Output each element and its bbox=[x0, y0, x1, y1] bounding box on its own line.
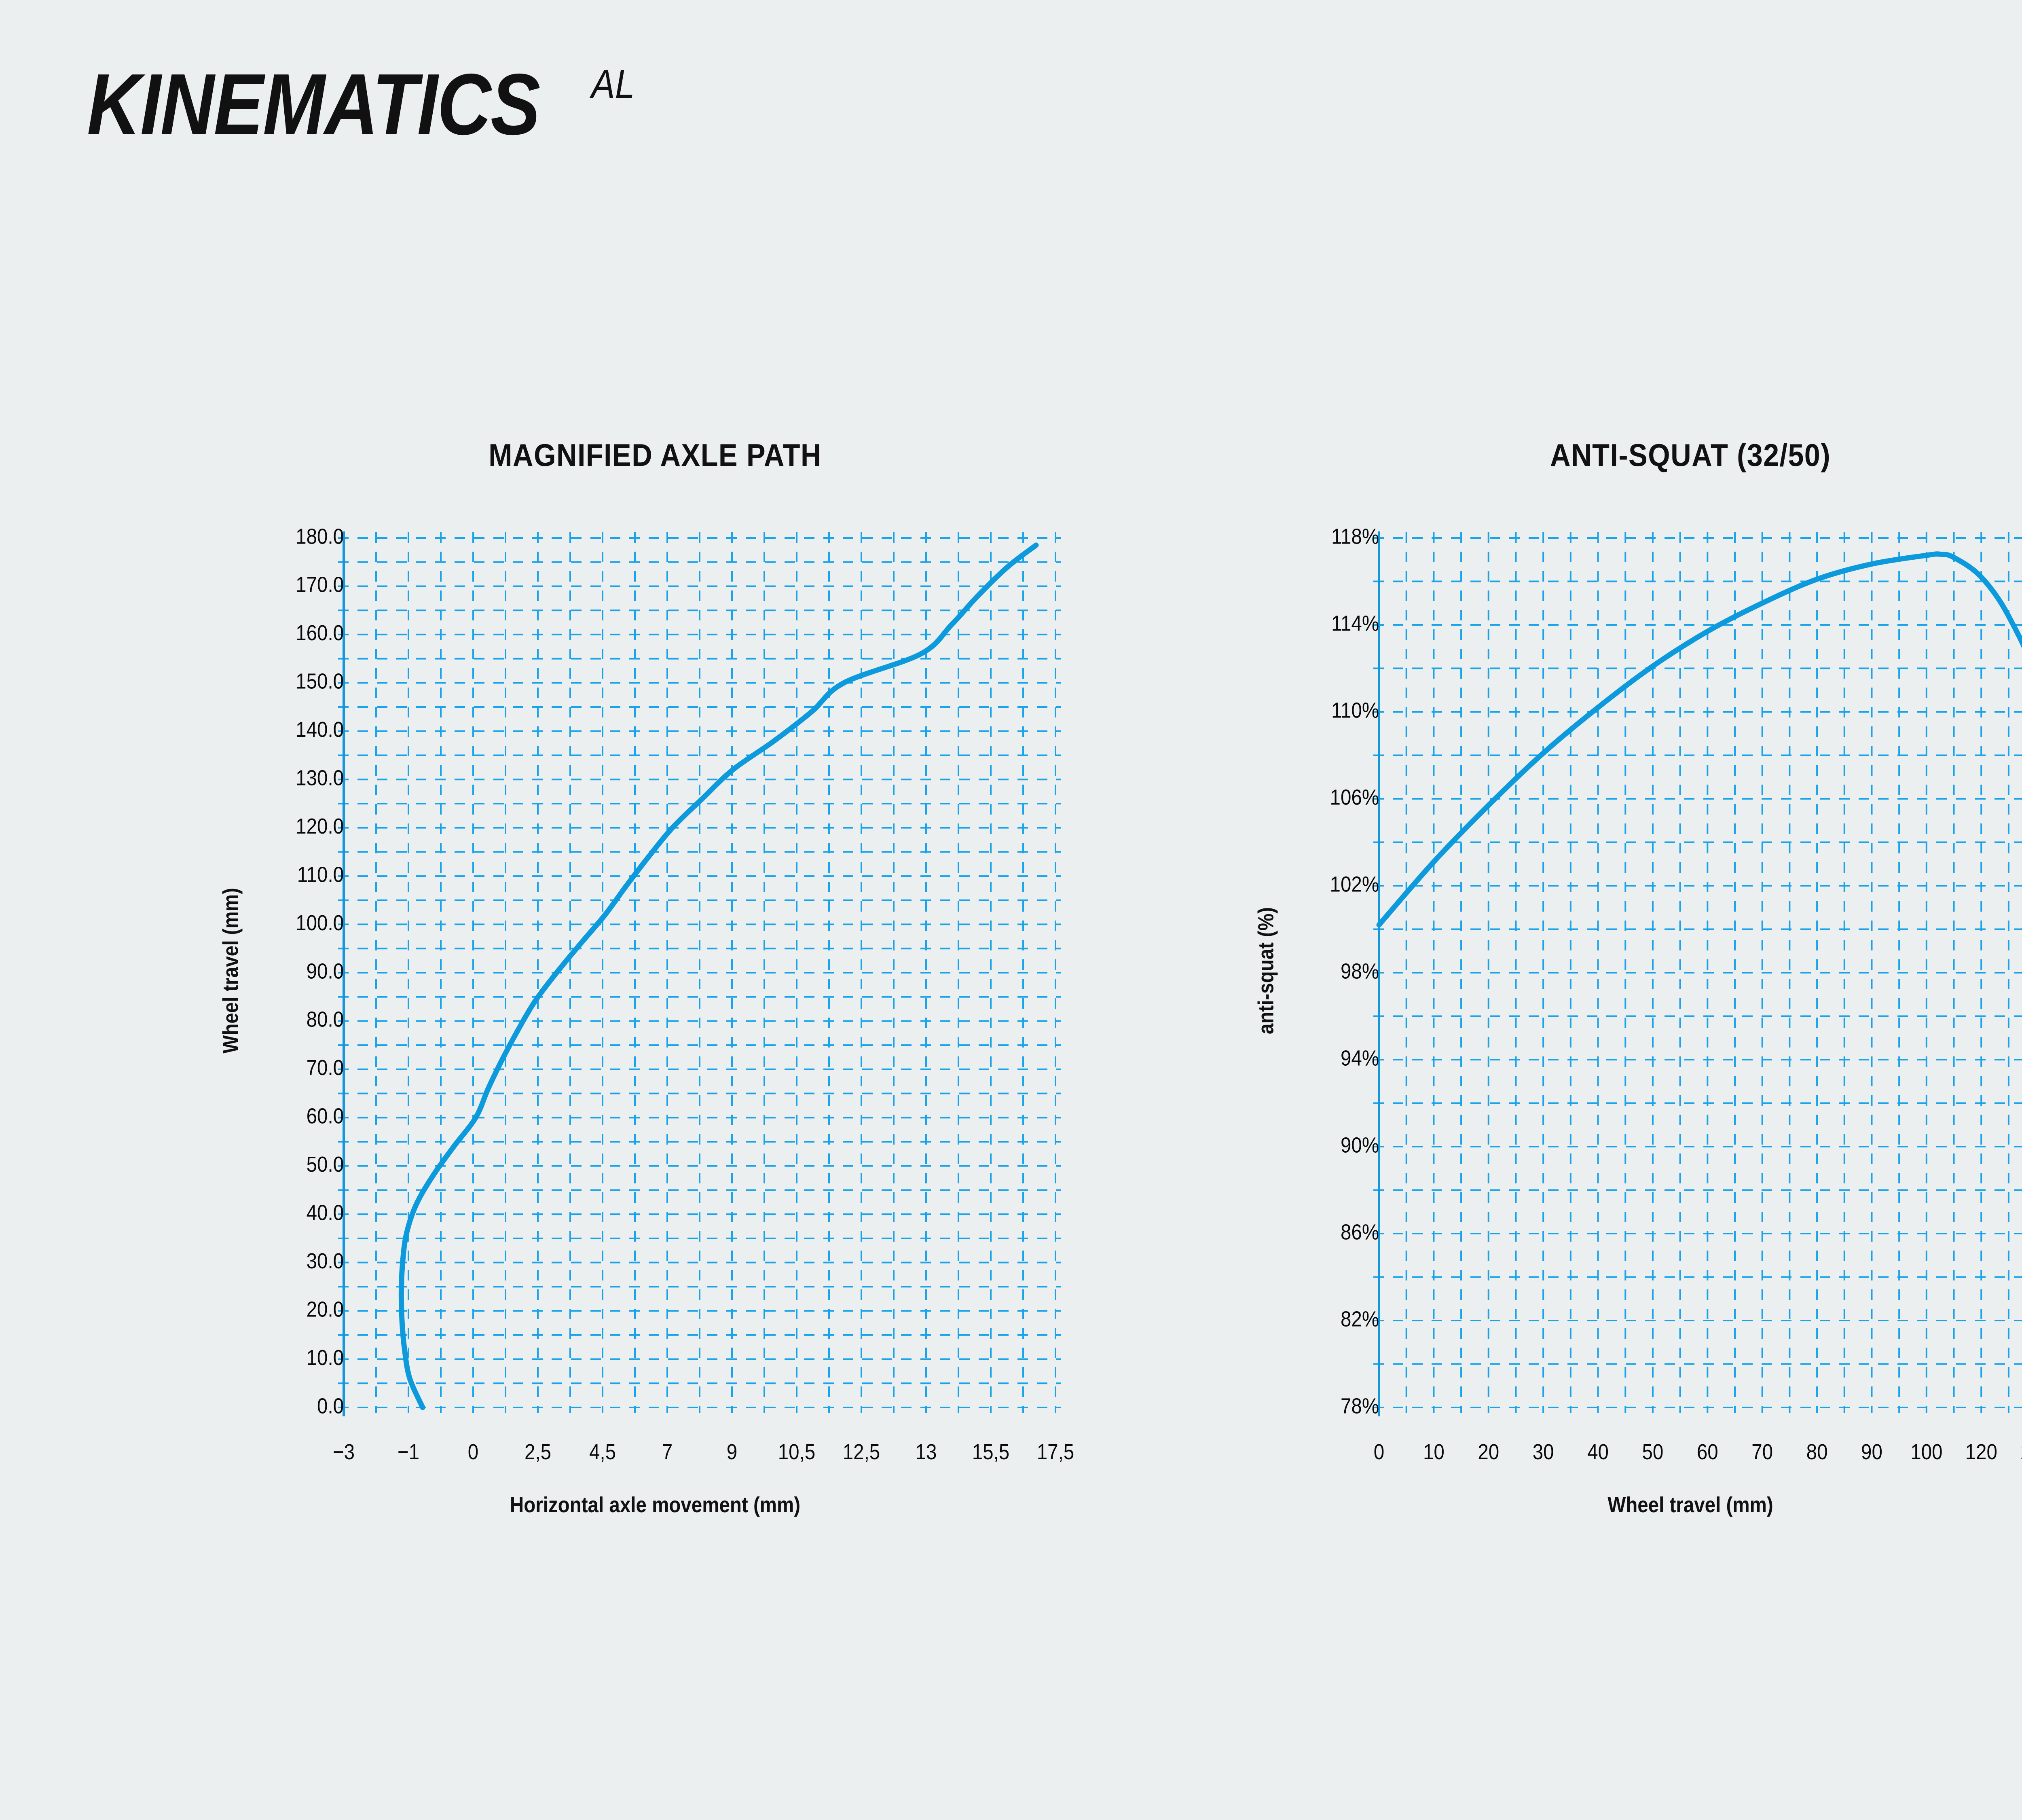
y-tick-label: 110% bbox=[1331, 698, 1379, 722]
x-tick-label: −1 bbox=[398, 1439, 419, 1464]
page-title: KINEMATICS bbox=[87, 55, 540, 153]
x-tick-label: 7 bbox=[662, 1439, 673, 1464]
y-tick-label: 86% bbox=[1341, 1219, 1379, 1244]
y-tick-label: 170.0 bbox=[296, 572, 344, 597]
y-tick-labels: 180.0 170.0 160.0 150.0 140.0 130.0 120.0 110.0… bbox=[296, 524, 344, 1418]
x-tick-label: 140 bbox=[2020, 1439, 2022, 1464]
x-tick-label: −3 bbox=[333, 1439, 355, 1464]
plot-area-magnified-axle-path: 180.0 170.0 160.0 150.0 140.0 130.0 120.0 110.0… bbox=[170, 524, 1140, 1464]
y-tick-label: 94% bbox=[1341, 1045, 1379, 1070]
x-tick-label: 40 bbox=[1587, 1439, 1609, 1464]
x-axis-label-anti-squat: Wheel travel (mm) bbox=[1607, 1493, 1773, 1517]
y-tick-label: 80.0 bbox=[307, 1007, 344, 1032]
x-tick-label: 12,5 bbox=[843, 1439, 880, 1464]
y-tick-label: 10.0 bbox=[307, 1345, 344, 1370]
plot-svg-anti-squat: 118% 114% 110% 106% 102% 98% 94% 90% 86% 82% 78% 0 1… bbox=[1330, 524, 2022, 1464]
y-tick-label: 30.0 bbox=[307, 1249, 344, 1273]
y-tick-label: 160.0 bbox=[296, 620, 344, 645]
chart-anti-squat: ANTI-SQUAT (32/50) anti-squat (%) 118% 11… bbox=[1205, 404, 2022, 1618]
data-curve bbox=[1376, 551, 2022, 928]
y-tick-labels: 118% 114% 110% 106% 102% 98% 94% 90% 86% 82% 78% bbox=[1330, 524, 1379, 1418]
x-tick-label: 120 bbox=[1965, 1439, 1997, 1464]
y-tick-label: 100.0 bbox=[296, 910, 344, 935]
y-tick-label: 150.0 bbox=[296, 669, 344, 694]
y-tick-label: 0.0 bbox=[317, 1393, 344, 1418]
x-tick-labels: −3 −1 0 2,5 4,5 7 9 10,5 12,5 13 15,5 17,5 bbox=[333, 1439, 1074, 1464]
x-tick-label: 50 bbox=[1642, 1439, 1663, 1464]
page-title-superscript: AL bbox=[591, 61, 635, 107]
x-tick-label: 9 bbox=[727, 1439, 737, 1464]
y-tick-label: 90% bbox=[1341, 1132, 1379, 1157]
charts-row: MAGNIFIED AXLE PATH Wheel travel (mm) 18… bbox=[0, 404, 2022, 1618]
gridlines bbox=[338, 532, 1061, 1413]
x-tick-label: 0 bbox=[1374, 1439, 1384, 1464]
x-tick-label: 30 bbox=[1533, 1439, 1554, 1464]
y-tick-label: 60.0 bbox=[307, 1104, 344, 1128]
y-tick-label: 180.0 bbox=[296, 524, 344, 548]
x-tick-label: 15,5 bbox=[972, 1439, 1009, 1464]
y-tick-label: 120.0 bbox=[296, 814, 344, 838]
y-tick-label: 82% bbox=[1341, 1306, 1379, 1331]
y-tick-label: 140.0 bbox=[296, 717, 344, 742]
y-tick-label: 102% bbox=[1330, 872, 1379, 896]
y-tick-label: 70.0 bbox=[307, 1055, 344, 1080]
y-tick-label: 106% bbox=[1330, 785, 1379, 809]
chart-magnified-axle-path: MAGNIFIED AXLE PATH Wheel travel (mm) 18… bbox=[170, 404, 1140, 1618]
y-tick-label: 40.0 bbox=[307, 1200, 344, 1225]
x-tick-label: 20 bbox=[1478, 1439, 1499, 1464]
plot-area-anti-squat: 118% 114% 110% 106% 102% 98% 94% 90% 86% 82% 78% 0 1… bbox=[1205, 524, 2022, 1464]
y-tick-label: 118% bbox=[1331, 524, 1379, 548]
y-tick-label: 114% bbox=[1331, 611, 1379, 635]
x-tick-label: 2,5 bbox=[525, 1439, 551, 1464]
x-tick-label: 70 bbox=[1751, 1439, 1773, 1464]
chart-title-anti-squat: ANTI-SQUAT (32/50) bbox=[1550, 437, 1831, 473]
gridlines bbox=[1373, 532, 2022, 1413]
y-tick-label: 110.0 bbox=[297, 862, 344, 887]
x-tick-label: 4,5 bbox=[589, 1439, 616, 1464]
y-tick-label: 98% bbox=[1341, 959, 1379, 983]
x-axis-label-magnified-axle-path: Horizontal axle movement (mm) bbox=[510, 1493, 801, 1517]
data-curve bbox=[398, 542, 1039, 1410]
y-tick-label: 20.0 bbox=[307, 1297, 344, 1322]
chart-title-magnified-axle-path: MAGNIFIED AXLE PATH bbox=[489, 437, 822, 473]
x-tick-label: 13 bbox=[916, 1439, 937, 1464]
x-tick-label: 100 bbox=[1910, 1439, 1942, 1464]
x-tick-label: 10,5 bbox=[778, 1439, 815, 1464]
y-tick-label: 130.0 bbox=[296, 766, 344, 790]
x-tick-label: 80 bbox=[1806, 1439, 1828, 1464]
y-tick-label: 50.0 bbox=[307, 1152, 344, 1177]
y-tick-label: 90.0 bbox=[307, 959, 344, 983]
x-tick-label: 10 bbox=[1423, 1439, 1445, 1464]
x-tick-label: 17,5 bbox=[1037, 1439, 1074, 1464]
x-tick-label: 0 bbox=[468, 1439, 478, 1464]
plot-svg-magnified-axle-path: 180.0170.0160.0150.0140.0130.0120.0110.0… bbox=[296, 524, 1074, 1464]
y-tick-label: 78% bbox=[1341, 1393, 1379, 1418]
x-tick-label: 90 bbox=[1861, 1439, 1882, 1464]
x-tick-labels: 0102030405060708090100120140180 bbox=[1374, 1439, 2022, 1464]
x-tick-label: 60 bbox=[1697, 1439, 1718, 1464]
page-header: KINEMATICS AL bbox=[87, 61, 641, 148]
